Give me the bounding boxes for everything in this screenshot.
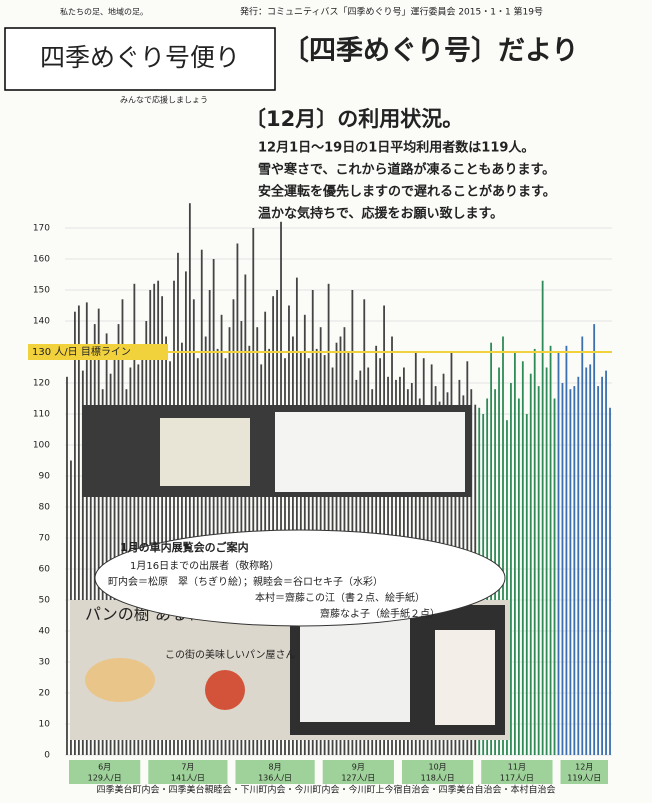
- photo-art: [435, 630, 495, 725]
- photo-art: [300, 612, 410, 722]
- bar: [526, 414, 528, 755]
- month-label: 8月: [269, 763, 282, 772]
- bar: [550, 346, 552, 755]
- notice-title: 〔12月〕の利用状況。: [245, 107, 463, 131]
- bar: [566, 346, 568, 755]
- month-label: 11月: [508, 763, 526, 772]
- notice-line: 雪や寒さで、これから道路が凍ることもあります。: [258, 162, 555, 178]
- exhibit-line: 町内会＝松原 翠（ちぎり絵）；親睦会＝谷ロセキ子（水彩）: [108, 575, 383, 588]
- y-tick-label: 60: [39, 565, 51, 575]
- photo-art: [160, 418, 250, 486]
- bar: [518, 399, 520, 756]
- bar: [569, 389, 571, 755]
- y-tick-label: 80: [39, 503, 51, 513]
- month-average: 119人/日: [567, 774, 601, 783]
- bar: [66, 377, 68, 755]
- month-average: 118人/日: [421, 774, 455, 783]
- month-average: 141人/日: [171, 774, 205, 783]
- issue: 発行：コミュニティバス「四季めぐり号」運行委員会 2015・1・1 第19号: [240, 6, 543, 18]
- bar: [534, 349, 536, 755]
- footer: 四季美台町内会・四季美台親睦会・下川町内会・今川町内会・今川町上今宿自治会・四季…: [96, 784, 555, 796]
- caption: この街の美味しいパン屋さん: [165, 648, 296, 661]
- logo-bottom: みんなで応援しましょう: [120, 95, 208, 105]
- bar: [530, 374, 532, 755]
- month-average: 129人/日: [88, 774, 122, 783]
- bar: [538, 386, 540, 755]
- exhibit-line: 齋藤なよ子（絵手紙２点）: [320, 607, 440, 620]
- page: 発行：コミュニティバス「四季めぐり号」運行委員会 2015・1・1 第19号 私…: [0, 0, 652, 799]
- bar: [573, 386, 575, 755]
- y-tick-label: 170: [33, 224, 50, 234]
- bar: [546, 368, 548, 756]
- bar: [605, 371, 607, 755]
- bar: [577, 377, 579, 755]
- bar: [601, 377, 603, 755]
- bar: [597, 386, 599, 755]
- bar: [522, 361, 524, 755]
- y-tick-label: 160: [33, 255, 50, 265]
- bar: [581, 337, 583, 756]
- overlay: パンの樹 あるれ この街の美味しいパン屋さん 1月の車内展覧会のご案内 1月16…: [70, 405, 510, 740]
- photo-art: [275, 412, 465, 492]
- month-label: 9月: [352, 763, 365, 772]
- notice-line: 温かな気持ちで、応援をお願い致します。: [258, 206, 503, 222]
- y-tick-label: 90: [39, 472, 51, 482]
- bar: [585, 368, 587, 756]
- exhibit-line: 本村＝齋藤この江（書２点、絵手紙）: [255, 591, 425, 604]
- notice-line: 12月1日～19日の1日平均利用者数は119人。: [258, 140, 534, 156]
- target-label: 130 人/日 目標ライン: [32, 345, 131, 358]
- bar: [593, 324, 595, 755]
- bread: [85, 658, 155, 702]
- y-tick-label: 70: [39, 534, 51, 544]
- newsletter: 発行：コミュニティバス「四季めぐり号」運行委員会 2015・1・1 第19号 私…: [0, 0, 652, 799]
- bar: [554, 399, 556, 756]
- month-label: 7月: [181, 763, 194, 772]
- masthead: 〔四季めぐり号〕だより: [282, 36, 578, 67]
- month-label: 12月: [575, 763, 593, 772]
- month-average: 136人/日: [258, 774, 292, 783]
- exhibit-title: 1月の車内展覧会のご案内: [120, 540, 249, 554]
- month-average: 117人/日: [500, 774, 534, 783]
- month-label: 10月: [429, 763, 447, 772]
- y-tick-label: 40: [39, 627, 51, 637]
- month-label: 6月: [98, 763, 111, 772]
- bar: [609, 408, 611, 755]
- y-tick-label: 0: [44, 751, 50, 761]
- bar: [558, 352, 560, 755]
- y-tick-label: 30: [39, 658, 51, 668]
- month-average: 127人/日: [341, 774, 375, 783]
- y-tick-label: 120: [33, 379, 50, 389]
- y-tick-label: 20: [39, 689, 51, 699]
- y-tick-label: 110: [33, 410, 50, 420]
- exhibit-line: 1月16日までの出展者（敬称略）: [130, 559, 279, 572]
- logo-top: 私たちの足、地域の足。: [60, 7, 148, 17]
- bar: [514, 352, 516, 755]
- notice-line: 安全運転を優先しますので遅れることがあります。: [258, 184, 556, 200]
- y-tick-label: 10: [39, 720, 51, 730]
- y-tick-label: 150: [33, 286, 50, 296]
- y-tick-label: 50: [39, 596, 51, 606]
- bar: [562, 383, 564, 755]
- y-tick-label: 140: [33, 317, 50, 327]
- box-title: 四季めぐり号便り: [40, 43, 240, 72]
- y-tick-label: 100: [33, 441, 50, 451]
- bar: [510, 383, 512, 755]
- bread: [205, 670, 245, 710]
- bar: [589, 364, 591, 755]
